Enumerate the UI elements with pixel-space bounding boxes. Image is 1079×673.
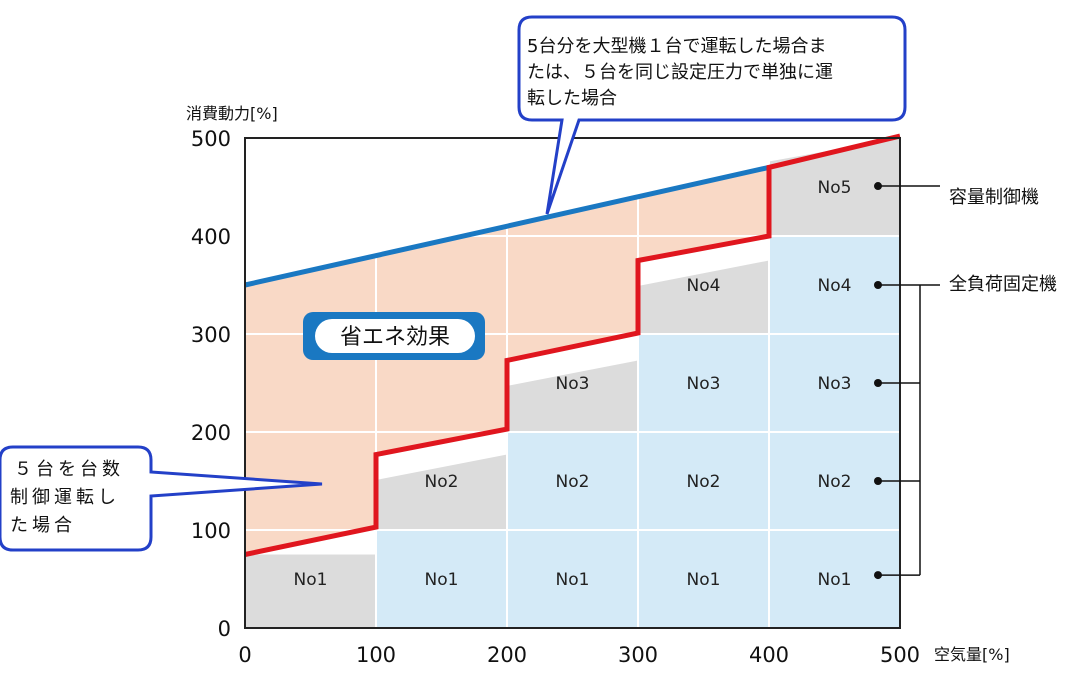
block-no3-8 — [638, 334, 769, 432]
block-label: No2 — [818, 472, 852, 492]
block-no2-2 — [376, 454, 507, 530]
block-no1-3 — [507, 530, 638, 628]
series-line-single-unit — [244, 164, 770, 288]
legend-capacity-label: 容量制御機 — [949, 187, 1039, 208]
callout-left-line-1: ５台を台数 — [14, 459, 124, 480]
callout-left-line-3: た場合 — [10, 515, 76, 536]
block-no3-5 — [507, 360, 638, 432]
callout-top-bubble — [517, 15, 907, 215]
callout-left-line-2: 制御運転し — [10, 487, 120, 508]
callout-top-line-1: 5台分を大型機１台で運転した場合ま — [527, 36, 826, 57]
legend-fixed-label: 全負荷固定機 — [949, 274, 1057, 295]
block-label: No2 — [687, 472, 721, 492]
y-tick-label: 100 — [191, 519, 231, 543]
y-tick-label: 0 — [218, 617, 231, 641]
y-axis-title: 消費動力[%] — [186, 104, 278, 123]
block-no1-1 — [376, 530, 507, 628]
block-label: No1 — [556, 570, 590, 590]
block-no5-14 — [769, 138, 900, 236]
y-tick-label: 400 — [191, 225, 231, 249]
block-label: No5 — [818, 178, 852, 198]
axes-layer: 0 100 200 300 400 500 0 100 200 300 400 500 — [191, 127, 940, 667]
block-label: No4 — [818, 276, 852, 296]
block-label: No1 — [687, 570, 721, 590]
block-label: No3 — [556, 374, 590, 394]
x-tick-label: 500 — [880, 643, 920, 667]
labels-layer: No1 No1 No2 No1 No2 No3 No1 No2 No3 No4 No1 No2 No3 N… — [294, 178, 852, 590]
block-label: No1 — [425, 570, 459, 590]
y-tick-label: 300 — [191, 323, 231, 347]
x-tick-label: 0 — [238, 643, 251, 667]
y-tick-label: 200 — [191, 421, 231, 445]
x-tick-label: 200 — [487, 643, 527, 667]
block-no4-9 — [638, 260, 769, 334]
x-tick-label: 400 — [749, 643, 789, 667]
block-label: No1 — [818, 570, 852, 590]
callout-left-bubble — [0, 445, 323, 552]
block-label: No2 — [425, 472, 459, 492]
block-label: No3 — [818, 374, 852, 394]
lines-layer — [244, 133, 901, 557]
x-tick-label: 100 — [356, 643, 396, 667]
y-tick-label: 500 — [191, 127, 231, 151]
block-label: No3 — [687, 374, 721, 394]
block-label: No1 — [294, 570, 328, 590]
block-no1-0 — [245, 554, 376, 628]
block-label: No4 — [687, 276, 721, 296]
block-label: No2 — [556, 472, 590, 492]
callout-top-line-3: 転した場合 — [527, 88, 617, 109]
block-no1-6 — [638, 530, 769, 628]
x-tick-label: 300 — [618, 643, 658, 667]
callout-top-line-2: たは、５台を同じ設定圧力で単独に運 — [527, 62, 833, 83]
savings-badge-inner — [315, 319, 475, 353]
x-axis-title: 空気量[%] — [934, 645, 1010, 664]
block-no2-4 — [507, 432, 638, 530]
savings-label: 省エネ効果 — [340, 325, 450, 350]
series-line-staged-control — [244, 133, 901, 557]
block-no2-7 — [638, 432, 769, 530]
